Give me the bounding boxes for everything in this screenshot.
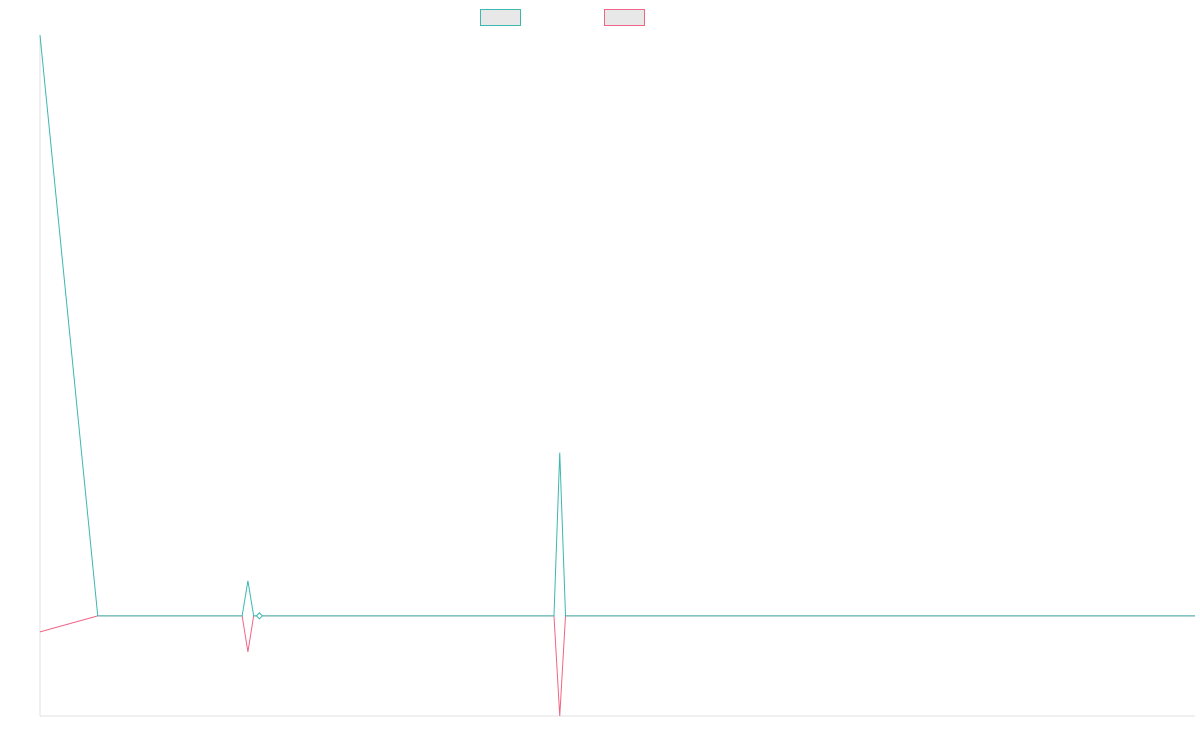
legend-swatch-1 (480, 9, 521, 26)
axes (39, 35, 1195, 717)
legend-swatch-2 (604, 9, 645, 26)
data-point-marker-1[interactable] (255, 612, 264, 620)
markers (255, 612, 264, 620)
series-line-2 (39, 615, 1195, 717)
legend-item-1[interactable] (480, 9, 521, 26)
legend (480, 9, 645, 26)
legend-item-2[interactable] (604, 9, 645, 26)
plot-area (39, 34, 1195, 717)
series-line-1 (39, 34, 1195, 617)
